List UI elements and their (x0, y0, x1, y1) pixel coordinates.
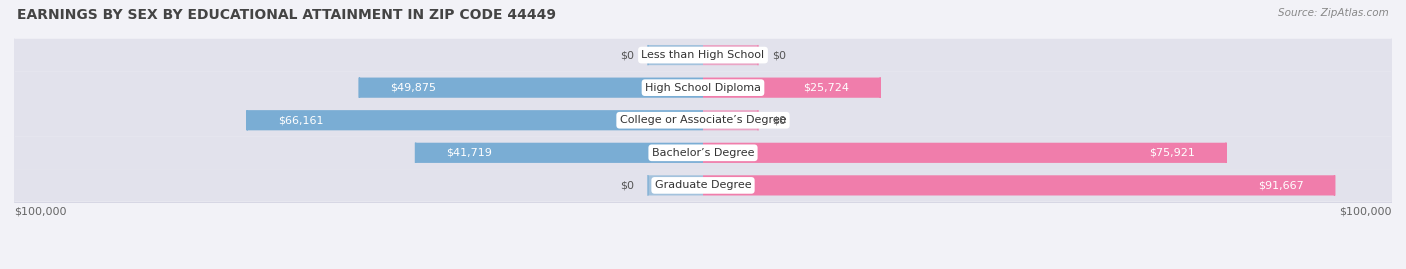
FancyBboxPatch shape (703, 77, 880, 98)
FancyBboxPatch shape (14, 169, 1392, 202)
Text: $0: $0 (772, 115, 786, 125)
Text: $41,719: $41,719 (447, 148, 492, 158)
Text: Less than High School: Less than High School (641, 50, 765, 60)
Text: College or Associate’s Degree: College or Associate’s Degree (620, 115, 786, 125)
Text: $100,000: $100,000 (1340, 207, 1392, 217)
FancyBboxPatch shape (247, 110, 703, 130)
FancyBboxPatch shape (703, 143, 1226, 163)
FancyBboxPatch shape (648, 45, 703, 65)
Text: $75,921: $75,921 (1149, 148, 1195, 158)
Text: $0: $0 (620, 50, 634, 60)
Text: $49,875: $49,875 (391, 83, 436, 93)
FancyBboxPatch shape (416, 143, 703, 163)
Text: $25,724: $25,724 (803, 83, 849, 93)
FancyBboxPatch shape (703, 45, 758, 65)
Text: High School Diploma: High School Diploma (645, 83, 761, 93)
FancyBboxPatch shape (648, 175, 703, 196)
Text: Source: ZipAtlas.com: Source: ZipAtlas.com (1278, 8, 1389, 18)
Text: EARNINGS BY SEX BY EDUCATIONAL ATTAINMENT IN ZIP CODE 44449: EARNINGS BY SEX BY EDUCATIONAL ATTAINMEN… (17, 8, 555, 22)
FancyBboxPatch shape (14, 39, 1392, 71)
Text: $66,161: $66,161 (278, 115, 323, 125)
FancyBboxPatch shape (14, 71, 1392, 104)
FancyBboxPatch shape (703, 175, 1334, 196)
Text: $0: $0 (620, 180, 634, 190)
Text: Graduate Degree: Graduate Degree (655, 180, 751, 190)
Text: Bachelor’s Degree: Bachelor’s Degree (652, 148, 754, 158)
Text: $91,667: $91,667 (1258, 180, 1303, 190)
FancyBboxPatch shape (360, 77, 703, 98)
FancyBboxPatch shape (703, 110, 758, 130)
Text: $0: $0 (772, 50, 786, 60)
FancyBboxPatch shape (14, 104, 1392, 137)
FancyBboxPatch shape (14, 137, 1392, 169)
Text: $100,000: $100,000 (14, 207, 66, 217)
